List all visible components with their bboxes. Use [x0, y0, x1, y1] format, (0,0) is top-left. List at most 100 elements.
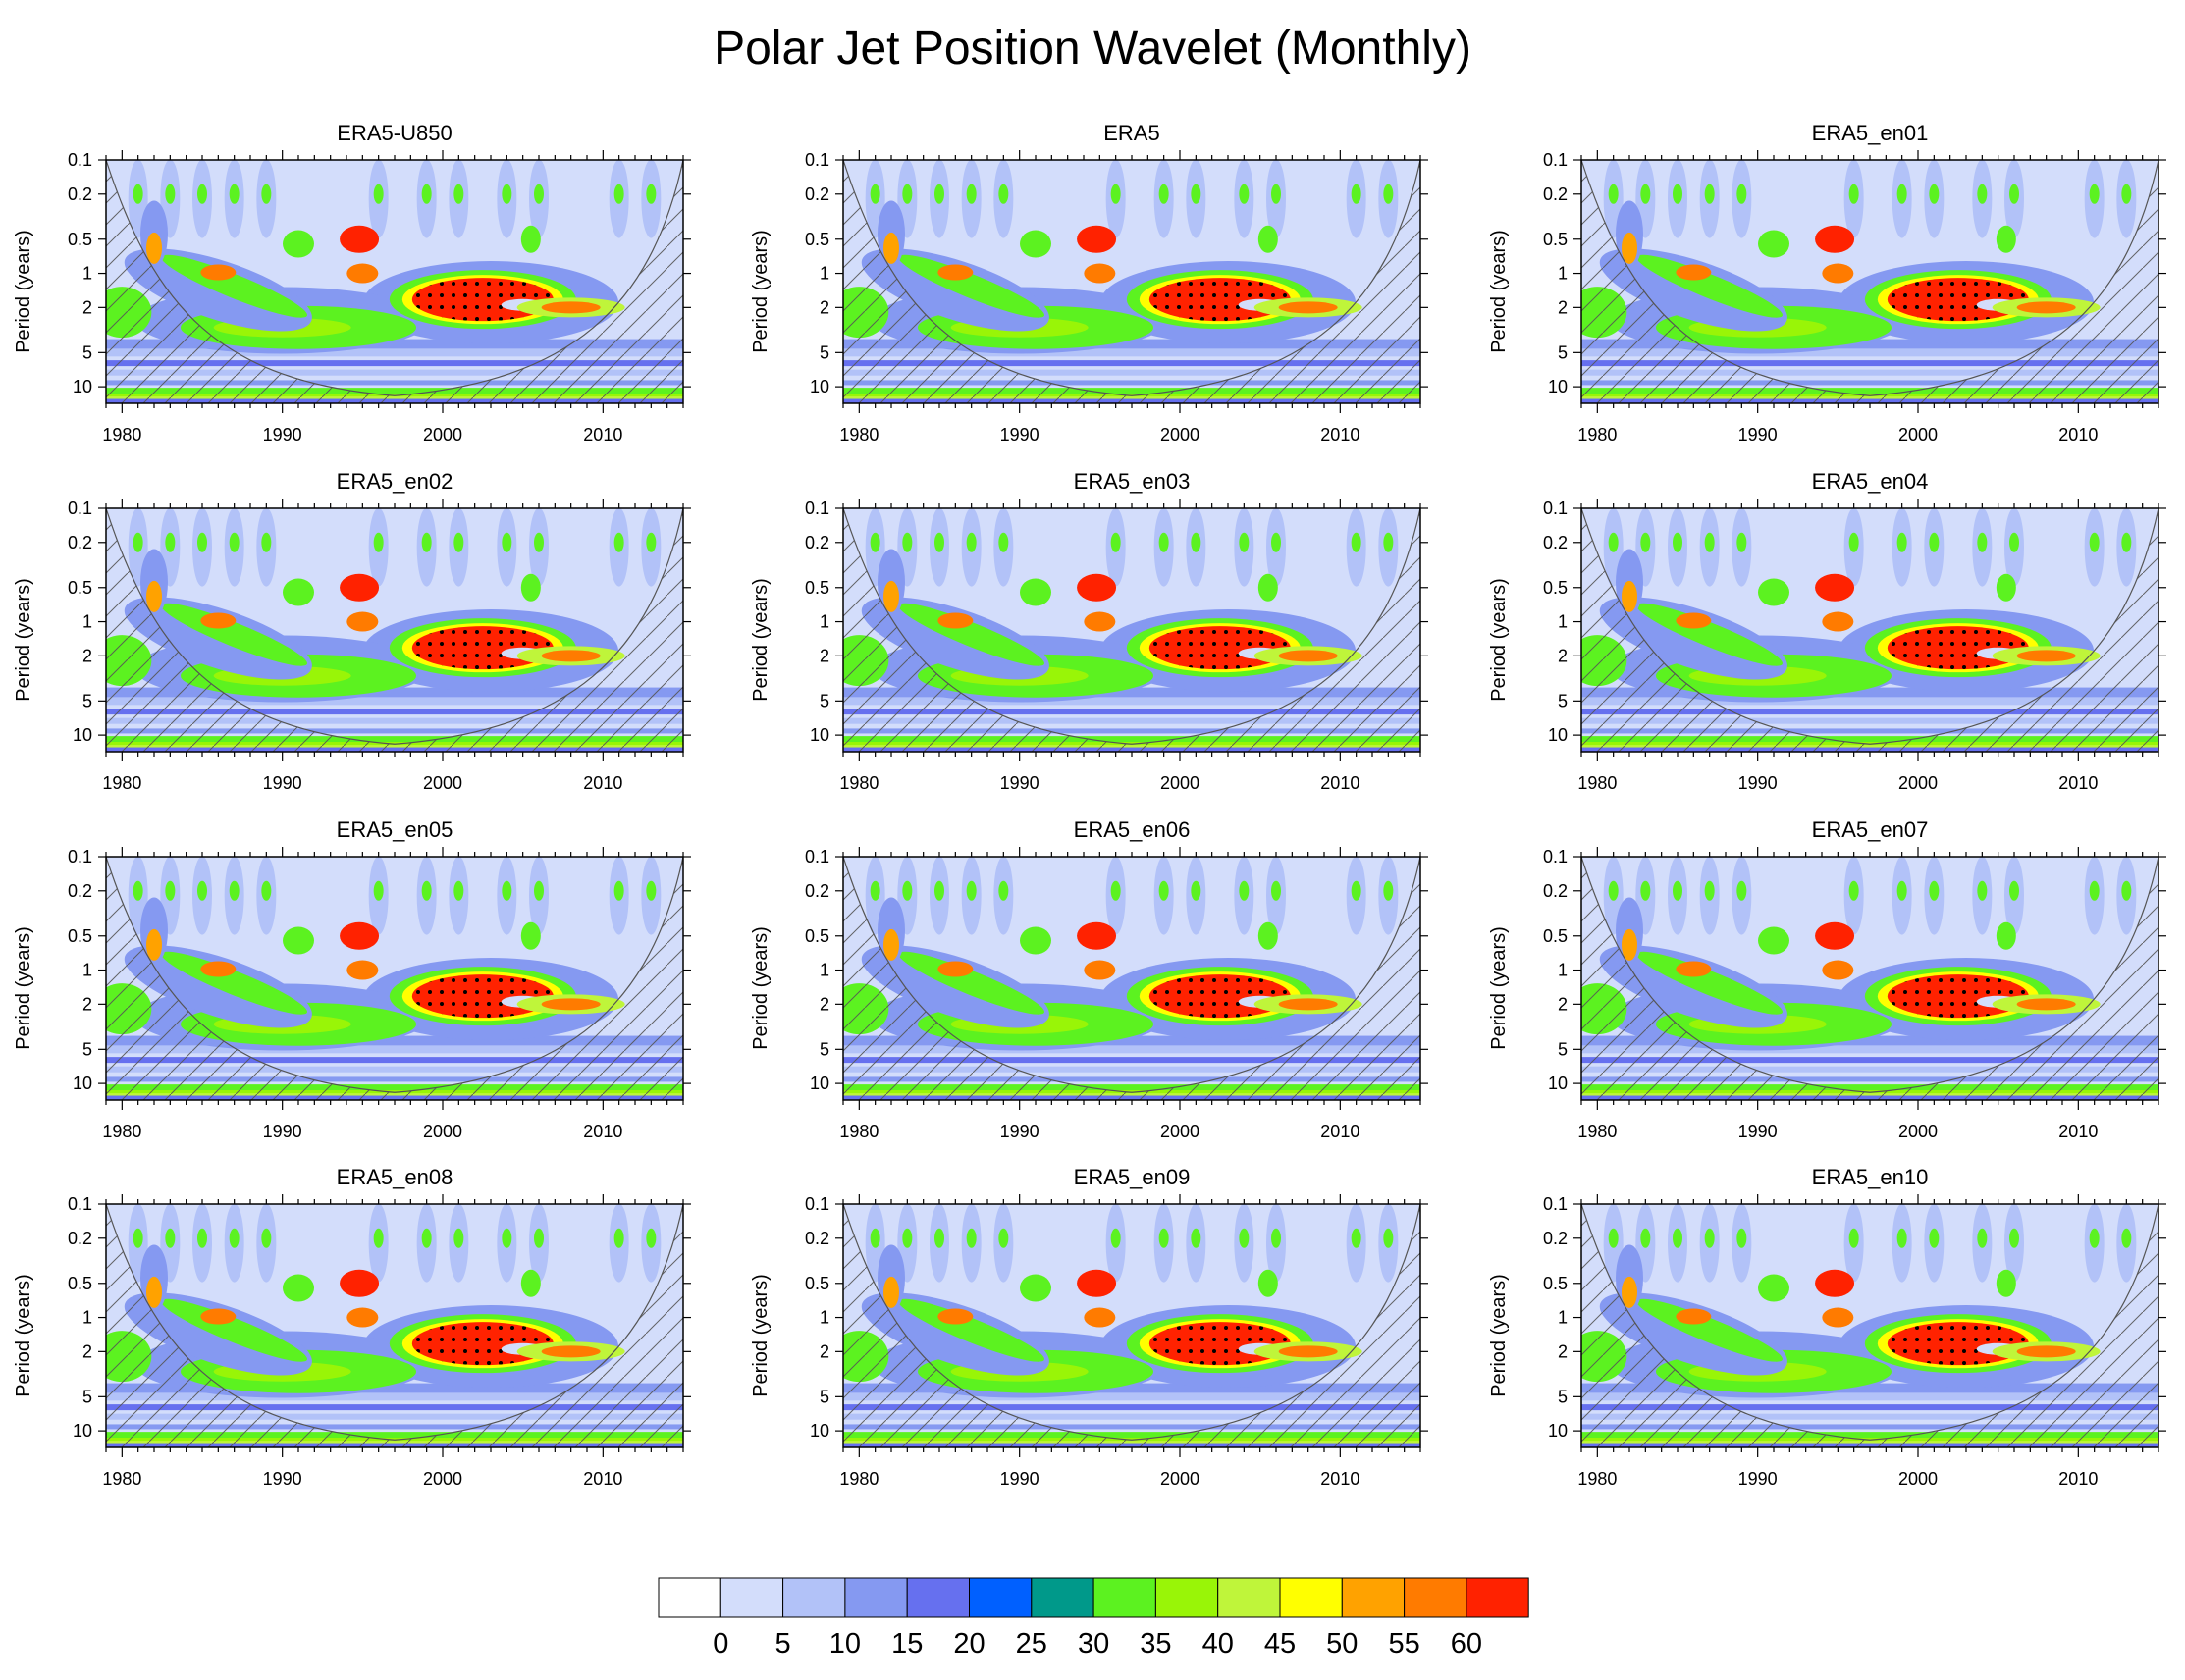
power-contour — [1848, 532, 1859, 552]
power-contour — [146, 232, 162, 264]
power-band — [843, 348, 1420, 357]
colorbar-label: 20 — [953, 1628, 985, 1659]
power-contour — [870, 1228, 880, 1248]
y-tick-label: 0.2 — [68, 881, 92, 901]
power-contour — [340, 573, 380, 602]
power-band — [106, 1057, 683, 1064]
x-tick-label: 2000 — [423, 425, 462, 445]
power-contour — [1815, 921, 1855, 950]
y-tick-label: 5 — [1558, 1039, 1568, 1059]
power-contour — [1704, 184, 1715, 204]
y-tick-label: 5 — [820, 1387, 829, 1406]
power-contour — [520, 225, 541, 253]
power-contour — [1929, 532, 1940, 552]
power-contour — [1636, 1298, 1783, 1362]
power-contour — [1896, 880, 1907, 901]
power-contour — [1676, 961, 1712, 977]
power-band — [106, 1392, 683, 1401]
y-tick-label: 0.1 — [1543, 1194, 1568, 1214]
power-contour — [646, 1228, 657, 1248]
colorbar-label: 45 — [1264, 1628, 1296, 1659]
y-tick-label: 0.5 — [68, 230, 92, 249]
coi-line — [843, 508, 1420, 745]
y-tick-label: 1 — [820, 961, 829, 980]
y-tick-label: 1 — [820, 1308, 829, 1328]
power-band — [106, 1413, 683, 1420]
power-contour — [1996, 225, 2016, 253]
power-contour — [1608, 184, 1619, 204]
y-tick-label: 1 — [820, 612, 829, 632]
y-tick-label: 10 — [1548, 1421, 1568, 1441]
power-band — [843, 1413, 1420, 1420]
plot-area: 0.1 0.2 0.5 1 2 5 10 Period (years) 1980 1990 2000… — [750, 499, 1428, 793]
power-contour — [1077, 921, 1117, 950]
cone-of-influence — [1581, 1204, 2158, 1447]
power-contour — [1191, 532, 1201, 552]
coi-line — [106, 857, 683, 1093]
power-contour — [1896, 532, 1907, 552]
y-tick-label: 0.5 — [805, 578, 829, 598]
wavelet-panel: ERA5_en08 0.1 0.2 0.5 1 2 5 10 Period (years) 198… — [13, 1165, 691, 1489]
power-contour — [2009, 532, 2019, 552]
power-contour — [1608, 1228, 1619, 1248]
power-contour — [1622, 580, 1637, 612]
power-band — [106, 1045, 683, 1054]
contour-field — [843, 857, 1420, 1100]
power-contour — [1996, 1269, 2016, 1297]
power-contour — [898, 1298, 1044, 1362]
power-contour — [613, 532, 624, 552]
power-contour — [1622, 1276, 1637, 1308]
power-band — [106, 380, 683, 386]
power-contour — [883, 232, 899, 264]
y-axis-label: Period (years) — [13, 1274, 34, 1397]
power-band — [843, 728, 1420, 734]
plot-area: 0.1 0.2 0.5 1 2 5 10 Period (years) 1980 1990 2000… — [13, 847, 691, 1141]
y-tick-label: 1 — [82, 1308, 92, 1328]
wavelet-panel: ERA5_en01 0.1 0.2 0.5 1 2 5 10 Period (years) 198… — [1488, 121, 2166, 445]
power-contour — [146, 1276, 162, 1308]
x-tick-label: 2010 — [1320, 773, 1359, 793]
coi-line — [1581, 160, 2158, 396]
cone-of-influence — [1581, 508, 2158, 752]
power-band — [843, 1035, 1420, 1046]
power-band — [843, 1066, 1420, 1073]
power-contour — [898, 951, 1044, 1015]
power-contour — [870, 880, 880, 901]
y-axis-label: Period (years) — [1488, 1274, 1510, 1397]
power-contour — [2121, 880, 2132, 901]
plot-area: 0.1 0.2 0.5 1 2 5 10 Period (years) 1980 1990 2000… — [1488, 847, 2166, 1141]
y-tick-label: 1 — [82, 612, 92, 632]
power-contour — [261, 184, 272, 204]
power-contour — [1736, 1228, 1747, 1248]
power-band — [1581, 697, 2158, 706]
contour-field — [1581, 857, 2158, 1100]
y-tick-label: 1 — [1558, 264, 1568, 284]
power-contour — [1110, 532, 1121, 552]
panel-title: ERA5-U850 — [337, 121, 452, 145]
panel-title: ERA5_en08 — [337, 1165, 453, 1189]
y-tick-label: 1 — [1558, 1308, 1568, 1328]
y-tick-label: 0.2 — [805, 1229, 829, 1248]
x-tick-label: 2010 — [2058, 425, 2098, 445]
panel-title: ERA5_en10 — [1812, 1165, 1929, 1189]
y-tick-label: 0.5 — [805, 230, 829, 249]
y-tick-label: 0.2 — [1543, 1229, 1568, 1248]
wavelet-panel: ERA5 0.1 0.2 0.5 1 2 5 10 Period (years) 1980 1990… — [750, 121, 1428, 445]
power-contour — [1636, 603, 1783, 666]
power-contour — [1676, 612, 1712, 629]
power-contour — [1815, 1269, 1855, 1297]
y-tick-label: 5 — [820, 342, 829, 362]
y-tick-label: 2 — [82, 646, 92, 665]
power-contour — [340, 1269, 380, 1297]
power-band — [1581, 369, 2158, 376]
coi-line — [843, 160, 1420, 396]
cone-of-influence — [1581, 160, 2158, 403]
power-contour — [966, 880, 977, 901]
power-contour — [1271, 532, 1281, 552]
colorbar-label: 55 — [1388, 1628, 1419, 1659]
contour-field — [106, 1204, 683, 1447]
power-contour — [1148, 626, 1291, 670]
power-contour — [937, 961, 974, 977]
power-contour — [283, 926, 314, 955]
cone-of-influence — [843, 857, 1420, 1100]
